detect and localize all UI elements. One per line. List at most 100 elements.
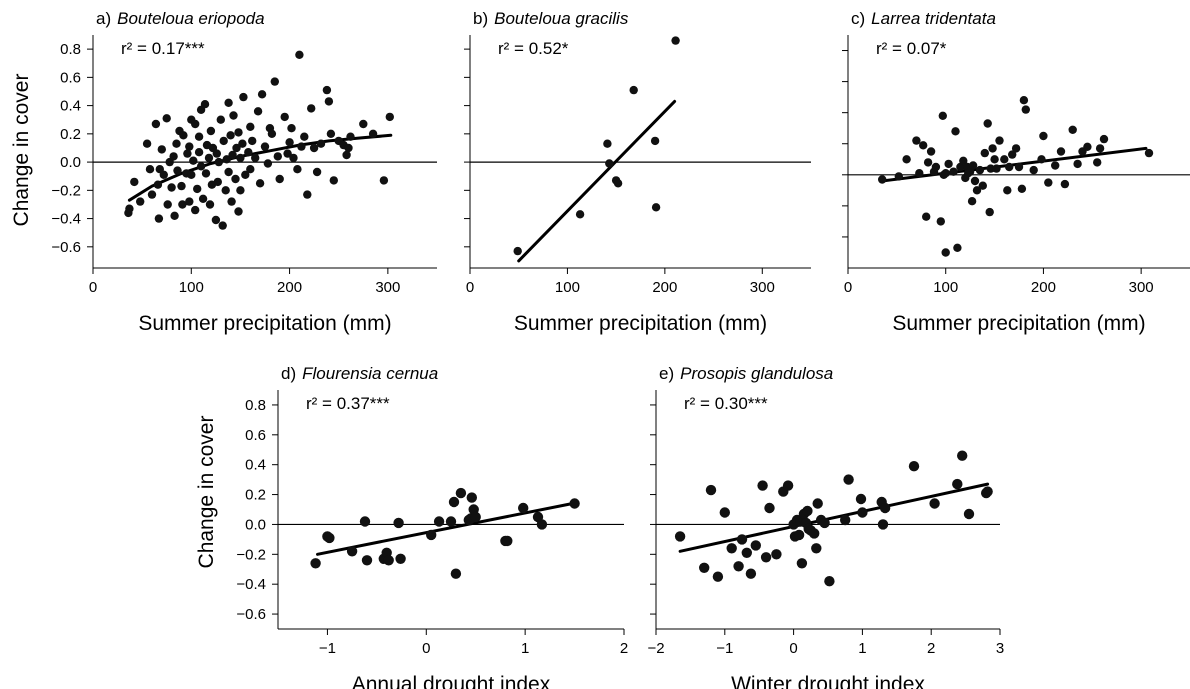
data-point	[255, 179, 265, 188]
y-tick-label: −0.2	[51, 182, 81, 199]
x-tick-label: 3	[996, 640, 1004, 657]
data-point	[222, 155, 231, 164]
data-point	[229, 111, 238, 120]
x-tick-label: 200	[277, 279, 302, 296]
panel-e: −2 −1 0 1 2 3 Winter drought index e) Prosopis g…	[647, 364, 1004, 689]
data-point	[757, 480, 768, 491]
data-point	[224, 98, 233, 108]
panel-title: d) Flourensia cernua	[281, 364, 438, 383]
panel-title: e) Prosopis glandulosa	[659, 364, 833, 383]
x-tick-label: 1	[858, 640, 866, 657]
data-point	[312, 167, 322, 177]
panel-c: 0 100 200 300 Summer precipitation (mm) c) Lar…	[842, 9, 1190, 335]
data-point	[793, 529, 805, 541]
data-point	[613, 179, 623, 188]
data-point	[329, 176, 338, 185]
r-squared-label: r² = 0.52*	[498, 39, 569, 58]
data-point	[967, 197, 977, 206]
data-point	[712, 571, 724, 582]
data-point	[142, 139, 152, 148]
data-point	[234, 128, 243, 137]
data-point	[251, 153, 260, 163]
data-point	[941, 169, 950, 178]
data-point	[450, 568, 462, 579]
data-point	[1008, 150, 1017, 159]
data-point	[922, 212, 931, 221]
data-point	[239, 92, 248, 102]
data-point	[200, 100, 210, 109]
x-tick-label: 1	[521, 640, 529, 657]
fit-line	[880, 146, 1148, 183]
data-point	[244, 148, 253, 157]
x-axis-title: Annual drought index	[352, 673, 551, 689]
data-point	[952, 478, 963, 490]
data-point	[959, 156, 968, 165]
data-point	[878, 175, 887, 184]
y-tick-label: 0.4	[245, 457, 266, 474]
data-point	[877, 519, 889, 530]
y-tick-label: −0.4	[236, 576, 266, 593]
r-squared-label: r² = 0.17***	[121, 39, 205, 58]
data-point	[513, 246, 522, 256]
data-point	[157, 145, 166, 154]
data-point	[824, 576, 835, 587]
panel-letter: c)	[851, 9, 865, 28]
data-point	[745, 568, 757, 579]
data-point	[1056, 147, 1066, 156]
data-point	[938, 111, 947, 121]
data-point	[185, 142, 194, 151]
r-squared-label: r² = 0.07*	[876, 39, 947, 58]
data-point	[990, 155, 999, 164]
data-point	[289, 153, 298, 163]
data-point	[972, 186, 982, 195]
fit-line	[316, 502, 575, 556]
data-point	[136, 197, 145, 206]
data-point	[153, 180, 163, 189]
data-point	[569, 498, 580, 509]
panel-a: 0.8 0.6 0.4 0.2 0.0 −0.2 −0.4 −0.6 0 100 200 300 Sum…	[10, 9, 437, 335]
data-point	[1039, 131, 1048, 141]
x-tick-label: 200	[652, 279, 677, 296]
data-point	[211, 215, 221, 225]
x-tick-label: 100	[179, 279, 204, 296]
data-point	[802, 505, 813, 517]
data-point	[185, 197, 194, 206]
data-point	[629, 85, 638, 95]
r-squared-label: r² = 0.37***	[306, 394, 390, 413]
data-point	[726, 543, 737, 554]
x-tick-label: 300	[750, 279, 775, 296]
data-point	[219, 136, 228, 146]
data-point	[1051, 161, 1060, 170]
data-point	[280, 112, 289, 122]
data-point	[169, 152, 178, 161]
data-point	[177, 181, 186, 191]
data-point	[879, 502, 891, 514]
fit-line	[678, 482, 990, 553]
data-point	[840, 514, 851, 526]
data-point	[433, 516, 445, 527]
data-point	[201, 169, 211, 178]
data-point	[985, 207, 994, 217]
y-tick-label: −0.6	[236, 606, 266, 623]
data-point	[502, 535, 513, 547]
data-point	[843, 474, 854, 485]
data-point	[183, 149, 192, 158]
data-point	[172, 139, 181, 148]
data-point	[951, 127, 960, 136]
data-point	[894, 172, 903, 181]
data-point	[983, 119, 992, 128]
data-point	[151, 119, 161, 129]
data-point	[198, 194, 208, 203]
data-point	[379, 176, 389, 185]
data-point	[324, 97, 334, 106]
data-point	[307, 104, 316, 113]
data-point	[819, 517, 830, 529]
data-point	[147, 190, 157, 199]
data-point	[359, 516, 371, 527]
data-point	[346, 132, 355, 141]
data-point	[750, 540, 761, 551]
y-tick-label: 0.2	[60, 126, 81, 143]
data-point	[194, 132, 204, 141]
data-point	[393, 517, 404, 529]
data-point	[283, 149, 292, 158]
